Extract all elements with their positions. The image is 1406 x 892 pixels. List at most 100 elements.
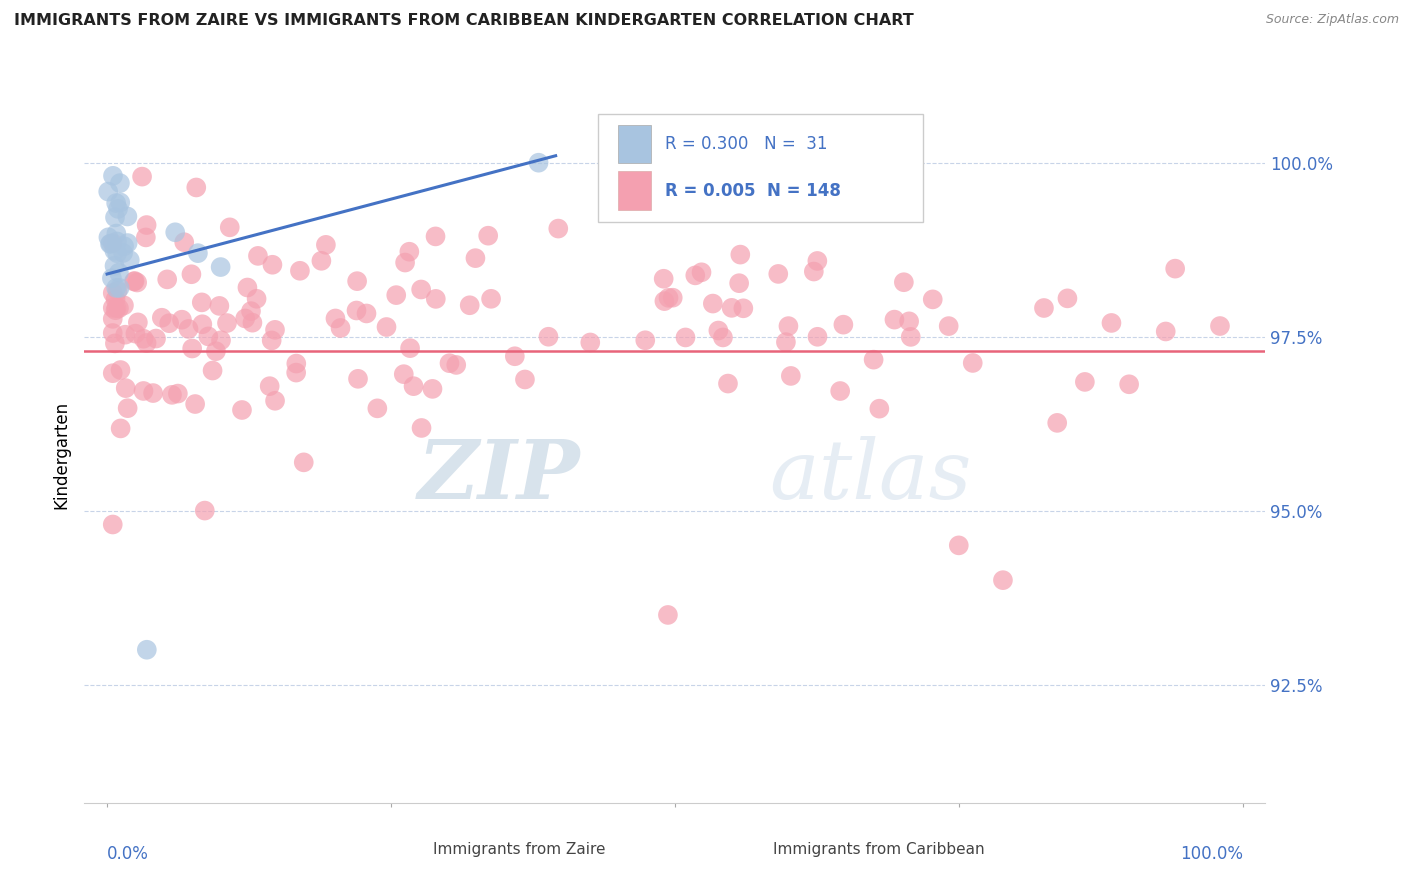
Point <box>402 379 425 393</box>
Point <box>197 329 219 343</box>
Point <box>194 503 217 517</box>
Point <box>201 363 224 377</box>
Point <box>114 327 136 342</box>
Point <box>728 276 751 290</box>
Point <box>156 272 179 286</box>
Point <box>464 251 486 265</box>
Point <box>479 292 502 306</box>
Point <box>165 225 187 239</box>
Point <box>652 271 675 285</box>
Point <box>180 267 202 281</box>
Point <box>118 253 141 268</box>
Point <box>117 210 139 224</box>
Point <box>104 292 127 306</box>
Point <box>181 342 204 356</box>
Point <box>329 321 352 335</box>
Point <box>730 247 752 261</box>
Point <box>634 333 657 347</box>
Point <box>105 196 128 211</box>
Point <box>1056 291 1078 305</box>
Point <box>107 284 129 298</box>
Point <box>105 246 128 260</box>
Point <box>101 236 124 251</box>
Point <box>347 372 370 386</box>
Point <box>108 266 131 280</box>
Point <box>262 258 284 272</box>
Point <box>246 249 269 263</box>
Point <box>157 316 180 330</box>
Point <box>292 455 315 469</box>
Point <box>170 312 193 326</box>
Point <box>803 264 825 278</box>
Text: 100.0%: 100.0% <box>1180 845 1243 863</box>
Point <box>1101 316 1123 330</box>
Point <box>124 326 146 341</box>
Point <box>392 367 415 381</box>
Point <box>108 301 131 316</box>
Point <box>105 281 128 295</box>
Point <box>184 397 207 411</box>
Point <box>1046 416 1069 430</box>
Point <box>114 381 136 395</box>
Point <box>900 330 922 344</box>
Point <box>122 275 145 289</box>
Point <box>101 271 124 285</box>
Point <box>921 293 943 307</box>
Point <box>702 296 724 310</box>
Point <box>285 366 308 380</box>
Point <box>110 195 132 210</box>
Point <box>150 310 173 325</box>
Point <box>209 260 232 274</box>
Point <box>1074 375 1097 389</box>
Point <box>110 363 132 377</box>
Point <box>325 311 347 326</box>
Point <box>145 332 167 346</box>
Point <box>547 221 569 235</box>
Point <box>160 388 183 402</box>
Text: R = 0.300   N =  31: R = 0.300 N = 31 <box>665 135 828 153</box>
Point <box>962 356 984 370</box>
Point <box>105 227 128 241</box>
Text: Immigrants from Zaire: Immigrants from Zaire <box>433 842 605 857</box>
Point <box>893 275 915 289</box>
Point <box>191 295 214 310</box>
Point <box>103 259 125 273</box>
Text: 0.0%: 0.0% <box>107 845 149 863</box>
Point <box>356 306 378 320</box>
Point <box>215 316 238 330</box>
Point <box>110 421 132 435</box>
Point <box>503 349 526 363</box>
Point <box>240 304 263 318</box>
Point <box>411 421 433 435</box>
Point <box>186 180 208 194</box>
Point <box>720 301 742 315</box>
Point <box>439 356 461 370</box>
Point <box>245 292 267 306</box>
Point <box>537 329 560 343</box>
Point <box>285 357 308 371</box>
Point <box>778 319 800 334</box>
Point <box>167 386 190 401</box>
Point <box>187 246 209 260</box>
Bar <box>619 125 651 163</box>
Point <box>458 298 481 312</box>
Point <box>100 236 122 251</box>
Point <box>112 298 135 312</box>
Point <box>108 281 131 295</box>
Point <box>260 334 283 348</box>
Point <box>657 607 679 622</box>
Point <box>127 315 149 329</box>
Text: Immigrants from Caribbean: Immigrants from Caribbean <box>773 842 984 857</box>
Point <box>444 358 467 372</box>
Point <box>131 169 153 184</box>
Y-axis label: Kindergarten: Kindergarten <box>52 401 70 509</box>
Text: ZIP: ZIP <box>418 436 581 516</box>
Point <box>733 301 755 316</box>
Point <box>112 239 135 253</box>
Point <box>101 311 124 326</box>
Point <box>311 253 333 268</box>
Point <box>97 230 120 244</box>
Point <box>135 218 157 232</box>
Point <box>830 384 852 398</box>
Point <box>477 228 499 243</box>
